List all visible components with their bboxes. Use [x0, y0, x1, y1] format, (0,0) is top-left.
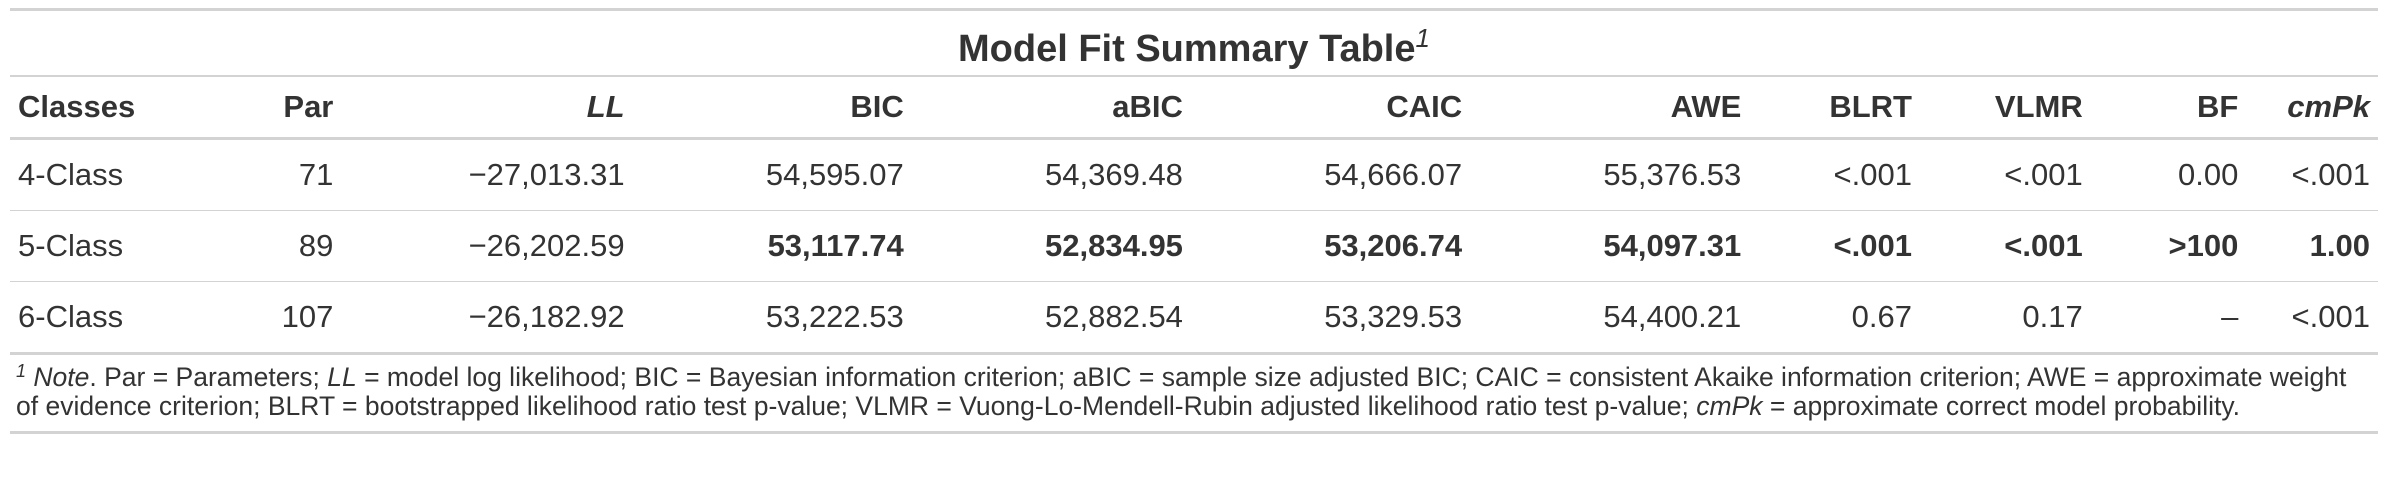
table-row: 4-Class 71 −27,013.31 54,595.07 54,369.48 54,… [10, 138, 2378, 211]
footnote-text: = approximate correct model probability. [1762, 391, 2240, 421]
table-row: 5-Class 89 −26,202.59 53,117.74 52,834.95 53,… [10, 210, 2378, 282]
table-footnote: 1 Note. Par = Parameters; LL = model log… [10, 355, 2378, 434]
column-header-awe: AWE [1470, 77, 1750, 140]
top-rule [10, 8, 2378, 11]
column-header-abic: aBIC [911, 77, 1191, 140]
table-cell: 89 [200, 210, 342, 282]
table-body: 4-Class 71 −27,013.31 54,595.07 54,369.48 54,… [10, 138, 2378, 355]
table-cell: 5-Class [10, 210, 201, 282]
column-header-caic: CAIC [1190, 77, 1471, 140]
header-row: Classes Par LL BIC aBIC CAIC AWE BLRT VLMR BF cmPk [10, 77, 2378, 140]
table-cell: 54,400.21 [1470, 281, 1750, 355]
table-cell: <.001 [1920, 210, 2091, 282]
footnote-text: Note [33, 362, 90, 392]
table-cell: 0.17 [1920, 281, 2091, 355]
table-cell: 4-Class [10, 138, 201, 211]
footnote-mark: 1 [16, 361, 27, 381]
table-cell: <.001 [2246, 138, 2378, 211]
column-header-par: Par [200, 77, 342, 140]
table-cell: −26,182.92 [341, 281, 633, 355]
table-cell: – [2090, 281, 2247, 355]
column-header-cmpk: cmPk [2246, 77, 2378, 140]
table-cell: 52,882.54 [911, 281, 1191, 355]
table-cell: 54,595.07 [632, 138, 912, 211]
model-fit-table-container: Model Fit Summary Table1 Classes Par LL BIC… [10, 8, 2378, 434]
table-cell: −26,202.59 [341, 210, 633, 282]
table-cell: <.001 [1749, 210, 1920, 282]
table-cell: 71 [200, 138, 342, 211]
table-cell: 52,834.95 [911, 210, 1191, 282]
table-cell: 55,376.53 [1470, 138, 1750, 211]
table-cell: 53,206.74 [1190, 210, 1471, 282]
footnote-text: . Par = Parameters; [89, 362, 328, 392]
column-header-bic: BIC [632, 77, 912, 140]
table-cell: 54,369.48 [911, 138, 1191, 211]
table-cell: <.001 [2246, 281, 2378, 355]
column-header-classes: Classes [10, 77, 201, 140]
table-cell: 54,097.31 [1470, 210, 1750, 282]
model-fit-table: Classes Par LL BIC aBIC CAIC AWE BLRT VLMR BF cmPk… [10, 77, 2378, 355]
table-cell: 107 [200, 281, 342, 355]
table-cell: <.001 [1749, 138, 1920, 211]
table-cell: 0.67 [1749, 281, 1920, 355]
footnote-text: LL [327, 362, 357, 392]
footnote-text: = model log likelihood; BIC = Bayesian i… [16, 362, 2347, 421]
table-cell: 1.00 [2246, 210, 2378, 282]
column-header-blrt: BLRT [1749, 77, 1920, 140]
table-cell: <.001 [1920, 138, 2091, 211]
footnote-text: cmPk [1696, 391, 1763, 421]
column-header-ll: LL [341, 77, 633, 140]
table-cell: 53,222.53 [632, 281, 912, 355]
table-cell: 53,117.74 [632, 210, 912, 282]
column-header-vlmr: VLMR [1920, 77, 2091, 140]
table-row: 6-Class 107 −26,182.92 53,222.53 52,882.54 53… [10, 281, 2378, 355]
table-cell: 6-Class [10, 281, 201, 355]
table-title: Model Fit Summary Table1 [10, 11, 2378, 75]
column-header-bf: BF [2090, 77, 2247, 140]
table-cell: 54,666.07 [1190, 138, 1471, 211]
title-footnote-mark: 1 [1415, 23, 1430, 53]
table-cell: 53,329.53 [1190, 281, 1471, 355]
table-cell: >100 [2090, 210, 2247, 282]
table-title-text: Model Fit Summary Table [958, 28, 1416, 70]
table-cell: −27,013.31 [341, 138, 633, 211]
title-rule [10, 75, 2378, 77]
table-cell: 0.00 [2090, 138, 2247, 211]
